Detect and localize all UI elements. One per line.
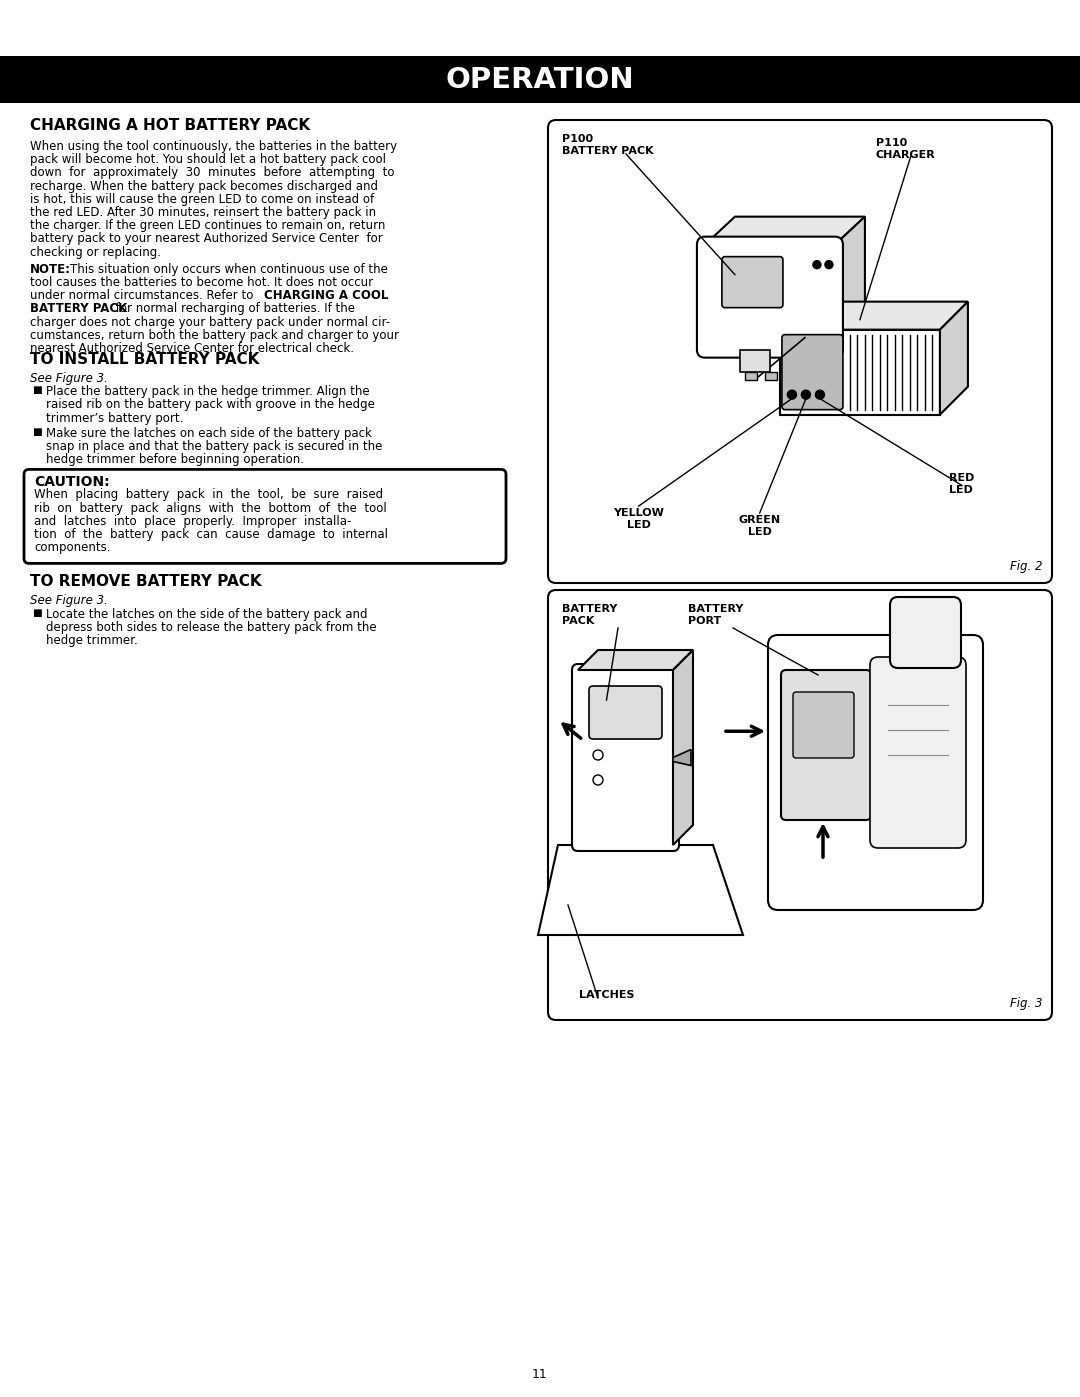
Polygon shape	[673, 650, 693, 845]
Text: When using the tool continuously, the batteries in the battery: When using the tool continuously, the ba…	[30, 140, 397, 154]
FancyBboxPatch shape	[589, 686, 662, 739]
Text: BATTERY
PORT: BATTERY PORT	[688, 604, 743, 626]
FancyBboxPatch shape	[697, 236, 842, 358]
Text: charger does not charge your battery pack under normal cir-: charger does not charge your battery pac…	[30, 316, 390, 328]
Text: CHARGING A COOL: CHARGING A COOL	[264, 289, 389, 302]
FancyBboxPatch shape	[548, 120, 1052, 583]
Text: raised rib on the battery pack with groove in the hedge: raised rib on the battery pack with groo…	[46, 398, 375, 411]
Text: Locate the latches on the side of the battery pack and: Locate the latches on the side of the ba…	[46, 608, 367, 620]
Text: See Figure 3.: See Figure 3.	[30, 372, 108, 386]
Text: the red LED. After 30 minutes, reinsert the battery pack in: the red LED. After 30 minutes, reinsert …	[30, 205, 376, 219]
Circle shape	[787, 390, 796, 400]
Text: hedge trimmer before beginning operation.: hedge trimmer before beginning operation…	[46, 453, 303, 467]
Polygon shape	[538, 845, 743, 935]
Polygon shape	[578, 650, 693, 671]
Text: rib  on  battery  pack  aligns  with  the  bottom  of  the  tool: rib on battery pack aligns with the bott…	[33, 502, 387, 514]
Text: under normal circumstances. Refer to: under normal circumstances. Refer to	[30, 289, 257, 302]
Circle shape	[593, 750, 603, 760]
Text: See Figure 3.: See Figure 3.	[30, 594, 108, 608]
Text: Fig. 3: Fig. 3	[1010, 997, 1042, 1010]
Polygon shape	[835, 217, 865, 349]
Text: RED
LED: RED LED	[948, 474, 974, 495]
FancyBboxPatch shape	[548, 590, 1052, 1020]
FancyBboxPatch shape	[572, 664, 679, 851]
Polygon shape	[673, 750, 691, 766]
Text: checking or replacing.: checking or replacing.	[30, 246, 161, 258]
Text: components.: components.	[33, 541, 110, 555]
Text: TO INSTALL BATTERY PACK: TO INSTALL BATTERY PACK	[30, 352, 259, 367]
Text: This situation only occurs when continuous use of the: This situation only occurs when continuo…	[70, 263, 388, 275]
Text: 11: 11	[532, 1368, 548, 1382]
Circle shape	[813, 261, 821, 268]
FancyBboxPatch shape	[781, 671, 870, 820]
Text: snap in place and that the battery pack is secured in the: snap in place and that the battery pack …	[46, 440, 382, 453]
Bar	[0, 56, 1080, 103]
Text: hedge trimmer.: hedge trimmer.	[46, 634, 138, 647]
Text: CAUTION:: CAUTION:	[33, 475, 110, 489]
Bar	[745, 372, 757, 380]
Text: Fig. 2: Fig. 2	[1010, 560, 1042, 573]
Text: tion  of  the  battery  pack  can  cause  damage  to  internal: tion of the battery pack can cause damag…	[33, 528, 388, 541]
FancyBboxPatch shape	[793, 692, 854, 759]
Polygon shape	[740, 349, 770, 372]
Bar	[780, 330, 940, 415]
Text: and  latches  into  place  properly.  Improper  installa-: and latches into place properly. Imprope…	[33, 515, 351, 528]
FancyBboxPatch shape	[890, 597, 961, 668]
Text: When  placing  battery  pack  in  the  tool,  be  sure  raised: When placing battery pack in the tool, b…	[33, 489, 383, 502]
Text: TO REMOVE BATTERY PACK: TO REMOVE BATTERY PACK	[30, 574, 261, 590]
Text: nearest Authorized Service Center for electrical check.: nearest Authorized Service Center for el…	[30, 342, 354, 355]
Text: down  for  approximately  30  minutes  before  attempting  to: down for approximately 30 minutes before…	[30, 166, 394, 179]
Circle shape	[593, 775, 603, 785]
Text: OPERATION: OPERATION	[446, 66, 634, 94]
Text: BATTERY
PACK: BATTERY PACK	[562, 604, 618, 626]
FancyBboxPatch shape	[870, 657, 966, 848]
Circle shape	[825, 261, 833, 268]
Text: is hot, this will cause the green LED to come on instead of: is hot, this will cause the green LED to…	[30, 193, 374, 205]
Text: recharge. When the battery pack becomes discharged and: recharge. When the battery pack becomes …	[30, 180, 378, 193]
Text: depress both sides to release the battery pack from the: depress both sides to release the batter…	[46, 620, 377, 634]
Text: cumstances, return both the battery pack and charger to your: cumstances, return both the battery pack…	[30, 328, 399, 342]
Circle shape	[801, 390, 810, 400]
Bar	[765, 372, 777, 380]
Polygon shape	[780, 302, 968, 330]
Text: GREEN
LED: GREEN LED	[739, 515, 781, 536]
Text: LATCHES: LATCHES	[579, 990, 634, 1000]
Text: CHARGING A HOT BATTERY PACK: CHARGING A HOT BATTERY PACK	[30, 117, 310, 133]
Text: ■: ■	[32, 427, 42, 437]
FancyBboxPatch shape	[782, 335, 842, 409]
Text: the charger. If the green LED continues to remain on, return: the charger. If the green LED continues …	[30, 219, 386, 232]
Text: for normal recharging of batteries. If the: for normal recharging of batteries. If t…	[112, 302, 355, 316]
Text: Make sure the latches on each side of the battery pack: Make sure the latches on each side of th…	[46, 427, 372, 440]
Text: tool causes the batteries to become hot. It does not occur: tool causes the batteries to become hot.…	[30, 277, 373, 289]
Text: Place the battery pack in the hedge trimmer. Align the: Place the battery pack in the hedge trim…	[46, 386, 369, 398]
FancyBboxPatch shape	[768, 636, 983, 909]
Polygon shape	[940, 302, 968, 415]
Text: trimmer’s battery port.: trimmer’s battery port.	[46, 412, 184, 425]
Text: ■: ■	[32, 386, 42, 395]
Text: BATTERY PACK: BATTERY PACK	[30, 302, 127, 316]
Text: ■: ■	[32, 608, 42, 617]
Text: battery pack to your nearest Authorized Service Center  for: battery pack to your nearest Authorized …	[30, 232, 382, 246]
Text: P110
CHARGER: P110 CHARGER	[876, 138, 935, 161]
FancyBboxPatch shape	[24, 469, 507, 563]
Text: pack will become hot. You should let a hot battery pack cool: pack will become hot. You should let a h…	[30, 154, 386, 166]
Text: P100
BATTERY PACK: P100 BATTERY PACK	[562, 134, 653, 156]
Text: NOTE:: NOTE:	[30, 263, 71, 275]
Polygon shape	[705, 217, 865, 244]
Text: YELLOW
LED: YELLOW LED	[613, 509, 664, 529]
FancyBboxPatch shape	[721, 257, 783, 307]
Circle shape	[815, 390, 824, 400]
